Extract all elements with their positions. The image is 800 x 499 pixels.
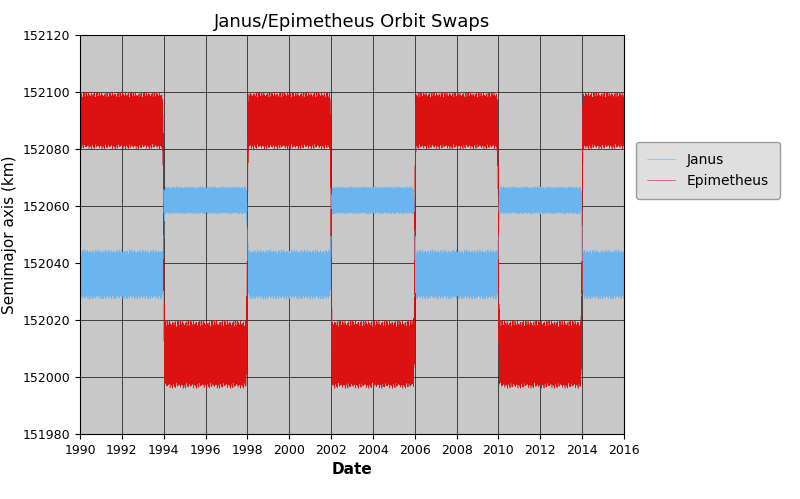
Janus xyxy=(405,184,414,190)
X-axis label: Date: Date xyxy=(332,463,372,478)
Line: Epimetheus: Epimetheus xyxy=(80,92,624,388)
Janus xyxy=(421,296,430,302)
Epimetheus xyxy=(93,117,102,123)
Epimetheus xyxy=(134,138,144,144)
Janus xyxy=(547,195,557,201)
Epimetheus xyxy=(453,89,462,95)
Janus xyxy=(206,195,215,201)
Janus xyxy=(194,185,204,191)
Epimetheus xyxy=(194,351,204,357)
Title: Janus/Epimetheus Orbit Swaps: Janus/Epimetheus Orbit Swaps xyxy=(214,12,490,30)
Janus xyxy=(134,285,144,291)
Epimetheus xyxy=(75,93,85,99)
Y-axis label: Semimajor axis (km): Semimajor axis (km) xyxy=(2,155,17,314)
Legend: Janus, Epimetheus: Janus, Epimetheus xyxy=(636,142,780,199)
Epimetheus xyxy=(619,93,629,99)
Janus xyxy=(93,249,102,255)
Epimetheus xyxy=(206,374,215,380)
Janus xyxy=(619,263,629,269)
Epimetheus xyxy=(363,349,373,355)
Epimetheus xyxy=(550,385,559,391)
Janus xyxy=(363,192,373,198)
Line: Janus: Janus xyxy=(80,187,624,299)
Epimetheus xyxy=(547,354,557,360)
Janus xyxy=(75,263,85,269)
